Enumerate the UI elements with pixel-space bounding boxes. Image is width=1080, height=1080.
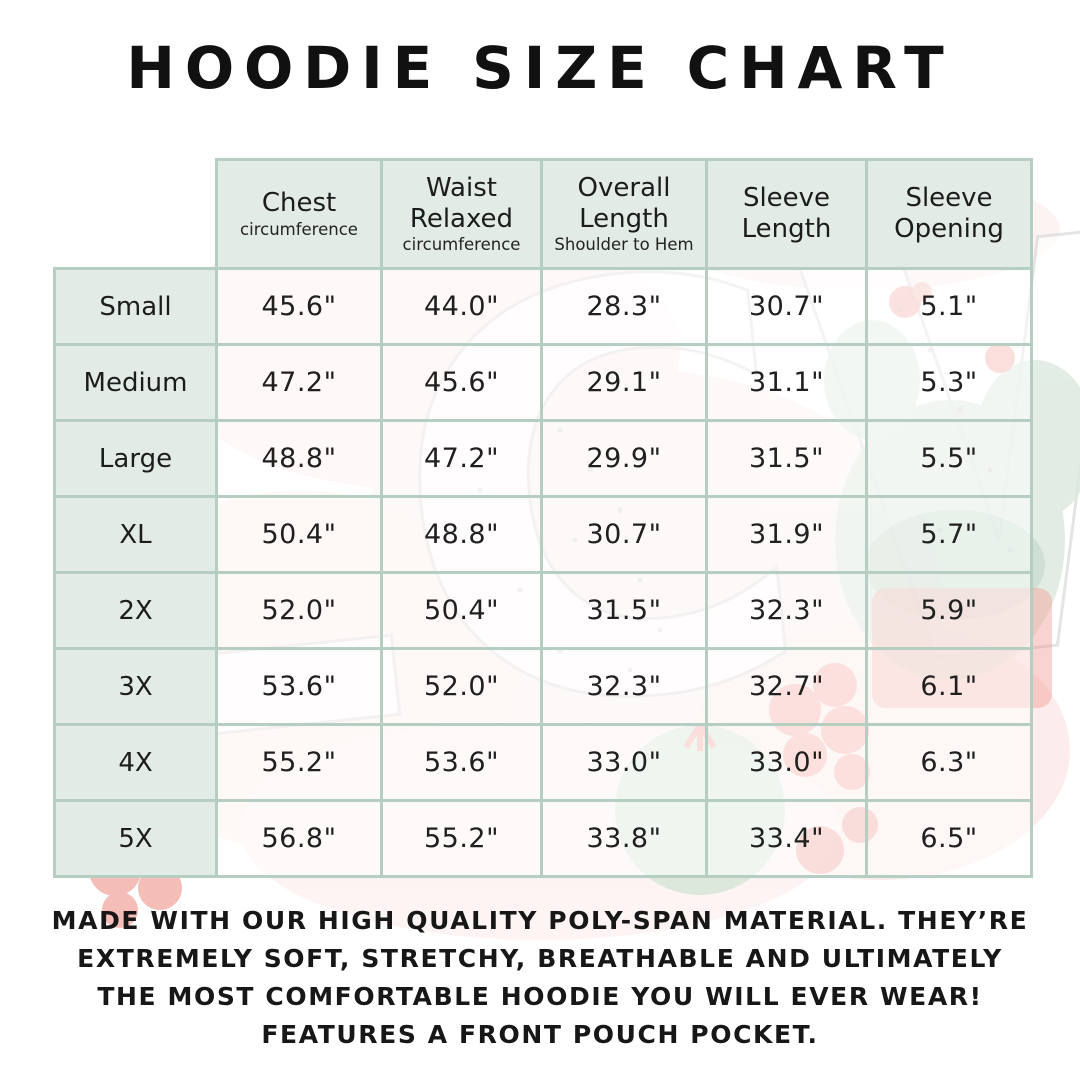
measurement-cell: 47.2" [215, 343, 383, 422]
measurement-cell: 31.5" [705, 419, 868, 498]
measurement-cell: 55.2" [380, 799, 543, 878]
measurement-cell: 32.3" [540, 647, 708, 726]
measurement-cell: 32.7" [705, 647, 868, 726]
measurement-cell: 5.1" [865, 267, 1033, 346]
column-label: Overall Length [577, 172, 671, 234]
measurement-cell: 31.1" [705, 343, 868, 422]
measurement-cell: 53.6" [380, 723, 543, 802]
measurement-cell: 6.1" [865, 647, 1033, 726]
measurement-cell: 47.2" [380, 419, 543, 498]
size-chart-table: Chest circumference Waist Relaxed circum… [53, 158, 1033, 878]
measurement-cell: 33.4" [705, 799, 868, 878]
measurement-cell: 50.4" [380, 571, 543, 650]
size-label: 3X [53, 647, 218, 726]
measurement-cell: 6.3" [865, 723, 1033, 802]
column-label: Sleeve Opening [894, 183, 1004, 244]
description-line: THE MOST COMFORTABLE HOODIE YOU WILL EVE… [97, 982, 983, 1011]
table-row-4x: 4X 55.2" 53.6" 33.0" 33.0" 6.3" [53, 723, 1033, 802]
column-label: Waist Relaxed [409, 172, 514, 234]
measurement-cell: 32.3" [705, 571, 868, 650]
column-header-waist: Waist Relaxed circumference [380, 158, 543, 270]
column-sublabel: Shoulder to Hem [554, 235, 694, 255]
measurement-cell: 31.5" [540, 571, 708, 650]
header-row: Chest circumference Waist Relaxed circum… [55, 158, 1033, 270]
measurement-cell: 5.7" [865, 495, 1033, 574]
size-label: 4X [53, 723, 218, 802]
measurement-cell: 33.8" [540, 799, 708, 878]
column-sublabel: circumference [402, 235, 521, 255]
measurement-cell: 33.0" [540, 723, 708, 802]
table-row-5x: 5X 56.8" 55.2" 33.8" 33.4" 6.5" [53, 799, 1033, 878]
measurement-cell: 45.6" [215, 267, 383, 346]
measurement-cell: 48.8" [380, 495, 543, 574]
column-header-sleeve-length: Sleeve Length [705, 158, 868, 270]
size-label: 5X [53, 799, 218, 878]
description-line: MADE WITH OUR HIGH QUALITY POLY-SPAN MAT… [51, 906, 1029, 935]
table-row-large: Large 48.8" 47.2" 29.9" 31.5" 5.5" [53, 419, 1033, 498]
page-title: HOODIE SIZE CHART [126, 34, 954, 102]
column-header-chest: Chest circumference [215, 158, 383, 270]
description-line: FEATURES A FRONT POUCH POCKET. [261, 1020, 819, 1049]
measurement-cell: 28.3" [540, 267, 708, 346]
table-row-medium: Medium 47.2" 45.6" 29.1" 31.1" 5.3" [53, 343, 1033, 422]
measurement-cell: 45.6" [380, 343, 543, 422]
column-header-overall-length: Overall Length Shoulder to Hem [540, 158, 708, 270]
measurement-cell: 31.9" [705, 495, 868, 574]
corner-spacer [55, 160, 217, 269]
table-row-xl: XL 50.4" 48.8" 30.7" 31.9" 5.7" [53, 495, 1033, 574]
measurement-cell: 29.9" [540, 419, 708, 498]
size-label: Small [53, 267, 218, 346]
table-row-small: Small 45.6" 44.0" 28.3" 30.7" 5.1" [53, 267, 1033, 346]
measurement-cell: 56.8" [215, 799, 383, 878]
measurement-cell: 30.7" [540, 495, 708, 574]
column-label: Sleeve Length [741, 183, 832, 244]
measurement-cell: 29.1" [540, 343, 708, 422]
measurement-cell: 53.6" [215, 647, 383, 726]
measurement-cell: 55.2" [215, 723, 383, 802]
column-header-sleeve-opening: Sleeve Opening [865, 158, 1033, 270]
measurement-cell: 52.0" [215, 571, 383, 650]
description-line: EXTREMELY SOFT, STRETCHY, BREATHABLE AND… [77, 944, 1003, 973]
table-row-3x: 3X 53.6" 52.0" 32.3" 32.7" 6.1" [53, 647, 1033, 726]
size-label: Medium [53, 343, 218, 422]
table-row-2x: 2X 52.0" 50.4" 31.5" 32.3" 5.9" [53, 571, 1033, 650]
measurement-cell: 48.8" [215, 419, 383, 498]
product-description: MADE WITH OUR HIGH QUALITY POLY-SPAN MAT… [0, 902, 1080, 1054]
measurement-cell: 33.0" [705, 723, 868, 802]
size-label: Large [53, 419, 218, 498]
measurement-cell: 5.9" [865, 571, 1033, 650]
measurement-cell: 50.4" [215, 495, 383, 574]
measurement-cell: 6.5" [865, 799, 1033, 878]
measurement-cell: 30.7" [705, 267, 868, 346]
measurement-cell: 5.3" [865, 343, 1033, 422]
measurement-cell: 44.0" [380, 267, 543, 346]
measurement-cell: 5.5" [865, 419, 1033, 498]
column-label: Chest [261, 188, 337, 219]
column-sublabel: circumference [240, 219, 358, 239]
size-label: XL [53, 495, 218, 574]
size-label: 2X [53, 571, 218, 650]
measurement-cell: 52.0" [380, 647, 543, 726]
